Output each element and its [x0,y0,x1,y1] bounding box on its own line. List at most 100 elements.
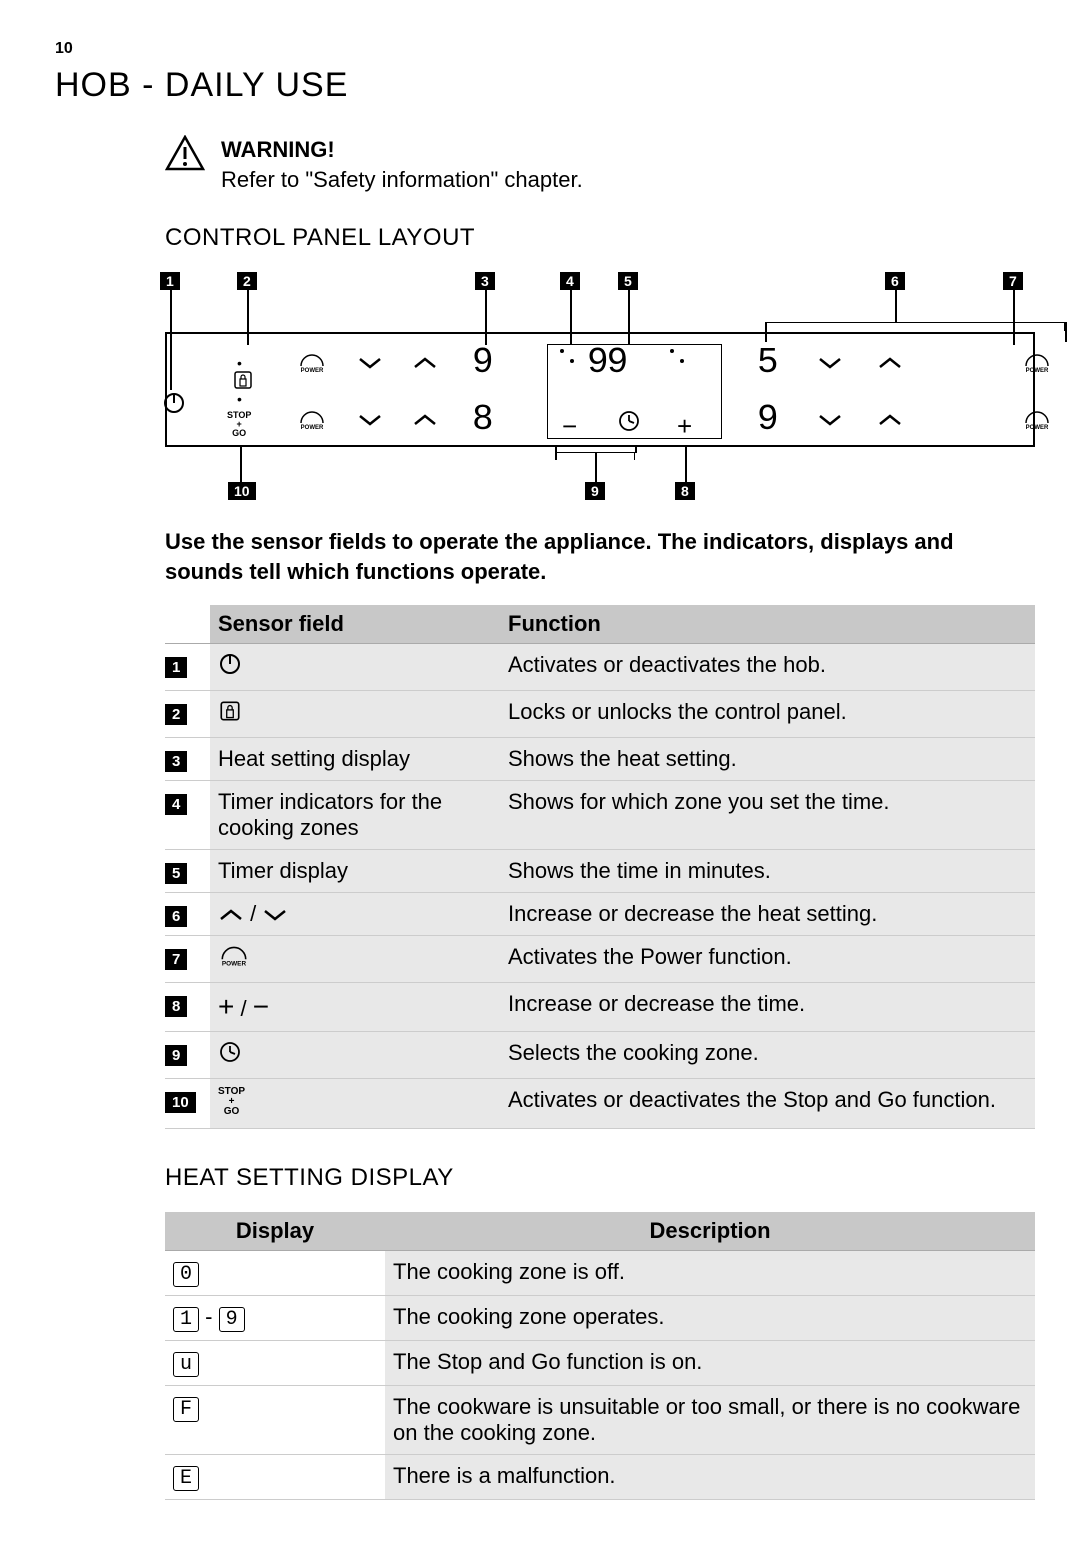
function-cell: Activates the Power function. [500,935,1035,982]
power-boost-icon-3: POWER [297,409,327,431]
panel-outline: • POWER 9 99 5 [165,332,1035,447]
clock-icon [617,409,641,433]
chevron-down-icon-2 [817,355,843,371]
function-cell: Shows for which zone you set the time. [500,780,1035,849]
sensor-field-table: Sensor field Function 1 Activates or deac… [165,605,1035,1129]
callout-10: 10 [228,482,256,500]
row-number: 1 [165,657,187,678]
sensor-cell: Timer indicators for the cooking zones [210,780,500,849]
minus-icon: − [562,411,577,442]
function-cell: Shows the heat setting. [500,737,1035,780]
function-cell: Locks or unlocks the control panel. [500,690,1035,737]
row-number: 6 [165,906,187,927]
function-cell: Increase or decrease the heat setting. [500,892,1035,935]
power-boost-icon-4: POWER [1022,409,1052,431]
display-cell: F [165,1385,385,1454]
callout-3: 3 [475,272,495,290]
function-cell: Increase or decrease the time. [500,982,1035,1031]
chevron-down-icon-3 [357,412,383,428]
row-number: 3 [165,751,187,772]
row-number: 8 [165,996,187,1017]
description-cell: The cookware is unsuitable or too small,… [385,1385,1035,1454]
sensor-cell [210,643,500,690]
heat-header-2: Description [385,1212,1035,1251]
sensor-cell: Timer display [210,849,500,892]
sensor-cell [210,690,500,737]
warning-triangle-icon [165,135,205,176]
table-row: 1 Activates or deactivates the hob. [165,643,1035,690]
warning-block: WARNING! Refer to "Safety information" c… [165,135,1025,194]
function-cell: Selects the cooking zone. [500,1031,1035,1078]
table-row: 0The cooking zone is off. [165,1250,1035,1295]
sensor-header-1: Sensor field [210,605,500,644]
svg-text:POWER: POWER [222,960,247,967]
row-number: 10 [165,1092,196,1113]
chevron-up-icon-4 [877,412,903,428]
onoff-icon [162,391,186,415]
sensor-cell: POWER [210,935,500,982]
callout-8: 8 [675,482,695,500]
sensor-cell: / [210,892,500,935]
row-number: 5 [165,863,187,884]
display-cell: 0 [165,1250,385,1295]
row-number: 2 [165,704,187,725]
sensor-cell: STOP+GO [210,1078,500,1128]
function-cell: Shows the time in minutes. [500,849,1035,892]
sensor-cell: Heat setting display [210,737,500,780]
stopgo-icon: STOP+GO [227,411,251,438]
sensor-cell: + / − [210,982,500,1031]
display-cell: u [165,1340,385,1385]
table-row: 6 / Increase or decrease the heat settin… [165,892,1035,935]
svg-text:POWER: POWER [301,425,324,431]
callout-5: 5 [618,272,638,290]
warning-heading: WARNING! [221,137,335,162]
table-row: 9 Selects the cooking zone. [165,1031,1035,1078]
table-row: FThe cookware is unsuitable or too small… [165,1385,1035,1454]
section-control-panel: CONTROL PANEL LAYOUT [165,224,1025,252]
display-cell: 1 - 9 [165,1295,385,1340]
power-boost-icon-1: POWER [297,352,327,374]
plus-icon: + [677,411,692,442]
table-row: EThere is a malfunction. [165,1454,1035,1499]
control-panel-diagram: 1 2 3 4 5 6 7 • POWER 9 [165,272,1035,502]
svg-text:POWER: POWER [1026,368,1049,374]
svg-text:POWER: POWER [1026,425,1049,431]
lock-icon [232,369,254,391]
table-row: 8 + / −Increase or decrease the time. [165,982,1035,1031]
heat-header-1: Display [165,1212,385,1251]
display-cell: E [165,1454,385,1499]
section-heat-setting: HEAT SETTING DISPLAY [165,1164,1025,1192]
row-number: 9 [165,1045,187,1066]
table-row: 10 STOP+GOActivates or deactivates the St… [165,1078,1035,1128]
table-row: 5 Timer displayShows the time in minutes. [165,849,1035,892]
heat-display-3: 8 [472,399,492,440]
chevron-down-icon-4 [817,412,843,428]
sensor-cell [210,1031,500,1078]
power-boost-icon-2: POWER [1022,352,1052,374]
callout-1: 1 [160,272,180,290]
heat-display-4: 9 [757,399,777,440]
sensor-header-2: Function [500,605,1035,644]
description-cell: There is a malfunction. [385,1454,1035,1499]
warning-text: WARNING! Refer to "Safety information" c… [221,135,583,194]
table-row: 3 Heat setting displayShows the heat sett… [165,737,1035,780]
svg-text:POWER: POWER [301,368,324,374]
function-cell: Activates or deactivates the hob. [500,643,1035,690]
zone-indicator-dots-icon [557,346,577,366]
page-title: HOB - DAILY USE [55,66,1025,105]
table-row: 2 Locks or unlocks the control panel. [165,690,1035,737]
table-row: 4Timer indicators for the cooking zonesS… [165,780,1035,849]
intro-text: Use the sensor fields to operate the app… [165,527,1025,586]
chevron-up-icon-3 [412,412,438,428]
zone-dot-icon-2: • [237,391,242,407]
heat-display-1: 9 [472,342,492,383]
callout-2: 2 [237,272,257,290]
callout-7: 7 [1003,272,1023,290]
table-row: 1 - 9The cooking zone operates. [165,1295,1035,1340]
description-cell: The Stop and Go function is on. [385,1340,1035,1385]
chevron-down-icon [357,355,383,371]
function-cell: Activates or deactivates the Stop and Go… [500,1078,1035,1128]
timer-display: 99 [587,342,626,383]
callout-9: 9 [585,482,605,500]
table-row: 7POWERActivates the Power function. [165,935,1035,982]
